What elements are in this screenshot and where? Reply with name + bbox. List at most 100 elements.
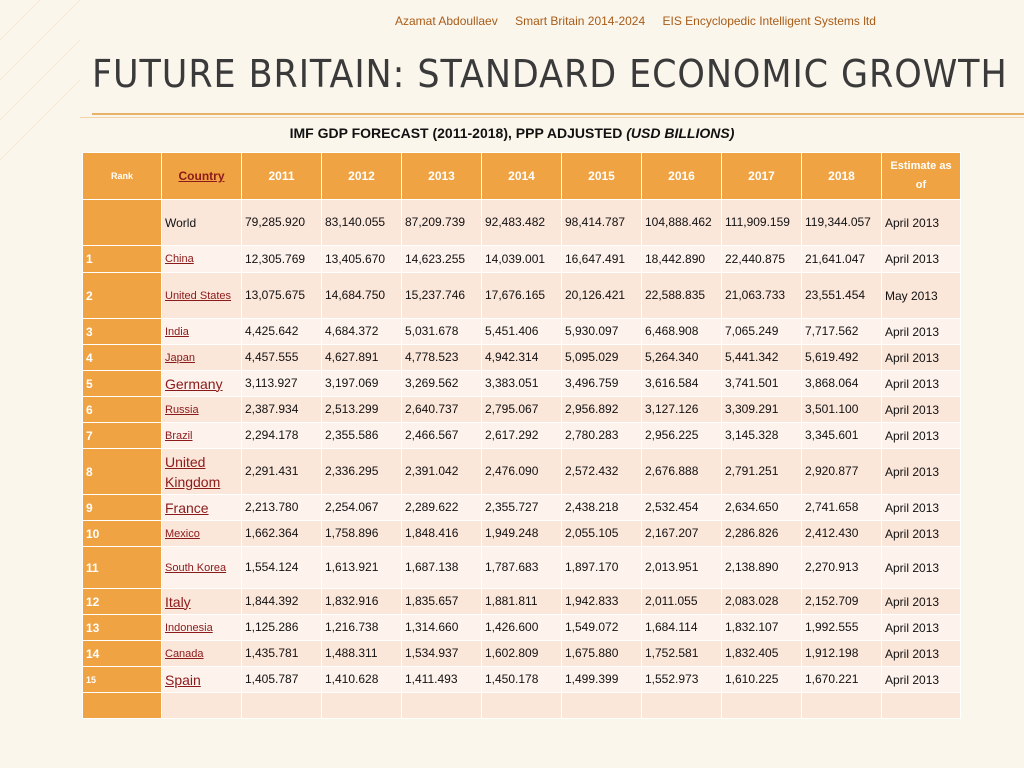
rank-cell: 6 bbox=[82, 396, 162, 423]
gdp-value-cell: 119,344.057 bbox=[801, 199, 882, 246]
country-link[interactable]: Russia bbox=[161, 396, 242, 423]
table-row: 7 Brazil 2,294.178 2,355.586 2,466.567 2,617.… bbox=[82, 422, 961, 449]
gdp-value-cell: 1,552.973 bbox=[641, 666, 722, 693]
col-header-country[interactable]: Country bbox=[161, 152, 242, 200]
col-header-estimate[interactable]: Estimate as of bbox=[881, 152, 961, 200]
gdp-value-cell: 1,758.896 bbox=[321, 520, 402, 547]
table-row: 5 Germany 3,113.927 3,197.069 3,269.562 3,383… bbox=[82, 370, 961, 397]
gdp-value-cell: 3,616.584 bbox=[641, 370, 722, 397]
gdp-value-cell: 1,942.833 bbox=[561, 588, 642, 615]
gdp-value-cell: 1,435.781 bbox=[241, 640, 322, 667]
gdp-value-cell: 2,254.067 bbox=[321, 494, 402, 521]
country-link[interactable]: Italy bbox=[161, 588, 242, 615]
rank-cell: 1 bbox=[82, 245, 162, 273]
estimate-date-cell: May 2013 bbox=[881, 272, 961, 319]
gdp-value-cell: 1,602.809 bbox=[481, 640, 562, 667]
country-link[interactable]: Indonesia bbox=[161, 614, 242, 641]
gdp-value-cell: 3,383.051 bbox=[481, 370, 562, 397]
country-link[interactable]: South Korea bbox=[161, 546, 242, 589]
country-link[interactable]: Mexico bbox=[161, 520, 242, 547]
gdp-value-cell: 2,741.658 bbox=[801, 494, 882, 521]
gdp-value-cell: 5,930.097 bbox=[561, 318, 642, 345]
gdp-value-cell: 1,684.114 bbox=[641, 614, 722, 641]
page-title: FUTURE BRITAIN: STANDARD ECONOMIC GROWTH bbox=[92, 52, 1008, 96]
estimate-date-cell: April 2013 bbox=[881, 614, 961, 641]
gdp-value-cell: 2,956.892 bbox=[561, 396, 642, 423]
gdp-value-cell bbox=[801, 692, 882, 719]
gdp-value-cell: 2,289.622 bbox=[401, 494, 482, 521]
rank-cell: 9 bbox=[82, 494, 162, 521]
country-link[interactable]: France bbox=[161, 494, 242, 521]
gdp-value-cell: 1,897.170 bbox=[561, 546, 642, 589]
gdp-value-cell: 1,411.493 bbox=[401, 666, 482, 693]
gdp-value-cell: 2,513.299 bbox=[321, 396, 402, 423]
gdp-value-cell: 111,909.159 bbox=[721, 199, 802, 246]
gdp-value-cell: 2,634.650 bbox=[721, 494, 802, 521]
caption-main: IMF GDP FORECAST (2011-2018), PPP ADJUST… bbox=[289, 125, 627, 141]
country-link[interactable]: China bbox=[161, 245, 242, 273]
rank-cell: 12 bbox=[82, 588, 162, 615]
rank-cell bbox=[82, 199, 162, 246]
col-header-rank[interactable]: Rank bbox=[82, 152, 162, 200]
country-link[interactable]: Canada bbox=[161, 640, 242, 667]
table-row: 15 Spain 1,405.787 1,410.628 1,411.493 1,450.… bbox=[82, 666, 961, 693]
gdp-value-cell: 3,868.064 bbox=[801, 370, 882, 397]
table-row: 10 Mexico 1,662.364 1,758.896 1,848.416 1,949… bbox=[82, 520, 961, 547]
gdp-value-cell: 14,039.001 bbox=[481, 245, 562, 273]
gdp-value-cell: 5,264.340 bbox=[641, 344, 722, 371]
gdp-value-cell: 1,499.399 bbox=[561, 666, 642, 693]
caption-units: (USD BILLIONS) bbox=[626, 125, 735, 141]
gdp-value-cell: 13,075.675 bbox=[241, 272, 322, 319]
country-link[interactable]: Germany bbox=[161, 370, 242, 397]
table-body: World 79,285.920 83,140.055 87,209.739 92,48… bbox=[82, 199, 961, 719]
col-header-2015[interactable]: 2015 bbox=[561, 152, 642, 200]
gdp-value-cell: 15,237.746 bbox=[401, 272, 482, 319]
estimate-date-cell: April 2013 bbox=[881, 588, 961, 615]
gdp-value-cell: 98,414.787 bbox=[561, 199, 642, 246]
col-header-2017[interactable]: 2017 bbox=[721, 152, 802, 200]
gdp-value-cell: 1,488.311 bbox=[321, 640, 402, 667]
estimate-date-cell: April 2013 bbox=[881, 666, 961, 693]
col-header-2011[interactable]: 2011 bbox=[241, 152, 322, 200]
table-header-row: Rank Country 2011 2012 2013 2014 2015 20… bbox=[82, 152, 961, 200]
col-header-2013[interactable]: 2013 bbox=[401, 152, 482, 200]
country-link[interactable]: United States bbox=[161, 272, 242, 319]
gdp-table: Rank Country 2011 2012 2013 2014 2015 20… bbox=[82, 152, 961, 719]
country-link[interactable]: Brazil bbox=[161, 422, 242, 449]
gdp-value-cell: 2,013.951 bbox=[641, 546, 722, 589]
estimate-date-cell: April 2013 bbox=[881, 494, 961, 521]
gdp-value-cell: 3,741.501 bbox=[721, 370, 802, 397]
col-header-2012[interactable]: 2012 bbox=[321, 152, 402, 200]
gdp-value-cell: 92,483.482 bbox=[481, 199, 562, 246]
gdp-value-cell: 1,613.921 bbox=[321, 546, 402, 589]
gdp-value-cell bbox=[481, 692, 562, 719]
gdp-value-cell: 2,291.431 bbox=[241, 448, 322, 495]
table-row bbox=[82, 692, 961, 719]
gdp-value-cell: 2,956.225 bbox=[641, 422, 722, 449]
country-link[interactable]: Japan bbox=[161, 344, 242, 371]
rank-cell: 2 bbox=[82, 272, 162, 319]
gdp-value-cell: 2,213.780 bbox=[241, 494, 322, 521]
col-header-2016[interactable]: 2016 bbox=[641, 152, 722, 200]
gdp-value-cell: 18,442.890 bbox=[641, 245, 722, 273]
rank-cell: 14 bbox=[82, 640, 162, 667]
col-header-2018[interactable]: 2018 bbox=[801, 152, 882, 200]
rank-cell: 13 bbox=[82, 614, 162, 641]
header-project: Smart Britain 2014-2024 bbox=[515, 14, 646, 28]
table-row: 6 Russia 2,387.934 2,513.299 2,640.737 2,795.… bbox=[82, 396, 961, 423]
gdp-value-cell: 2,412.430 bbox=[801, 520, 882, 547]
country-link[interactable]: India bbox=[161, 318, 242, 345]
rank-cell: 11 bbox=[82, 546, 162, 589]
gdp-value-cell: 2,476.090 bbox=[481, 448, 562, 495]
gdp-value-cell: 22,440.875 bbox=[721, 245, 802, 273]
gdp-value-cell bbox=[321, 692, 402, 719]
gdp-value-cell: 1,554.124 bbox=[241, 546, 322, 589]
gdp-value-cell: 79,285.920 bbox=[241, 199, 322, 246]
gdp-value-cell: 2,336.295 bbox=[321, 448, 402, 495]
gdp-value-cell: 3,269.562 bbox=[401, 370, 482, 397]
col-header-2014[interactable]: 2014 bbox=[481, 152, 562, 200]
gdp-value-cell: 4,425.642 bbox=[241, 318, 322, 345]
estimate-date-cell: April 2013 bbox=[881, 396, 961, 423]
country-link[interactable]: Spain bbox=[161, 666, 242, 693]
country-link[interactable]: United Kingdom bbox=[161, 448, 242, 495]
